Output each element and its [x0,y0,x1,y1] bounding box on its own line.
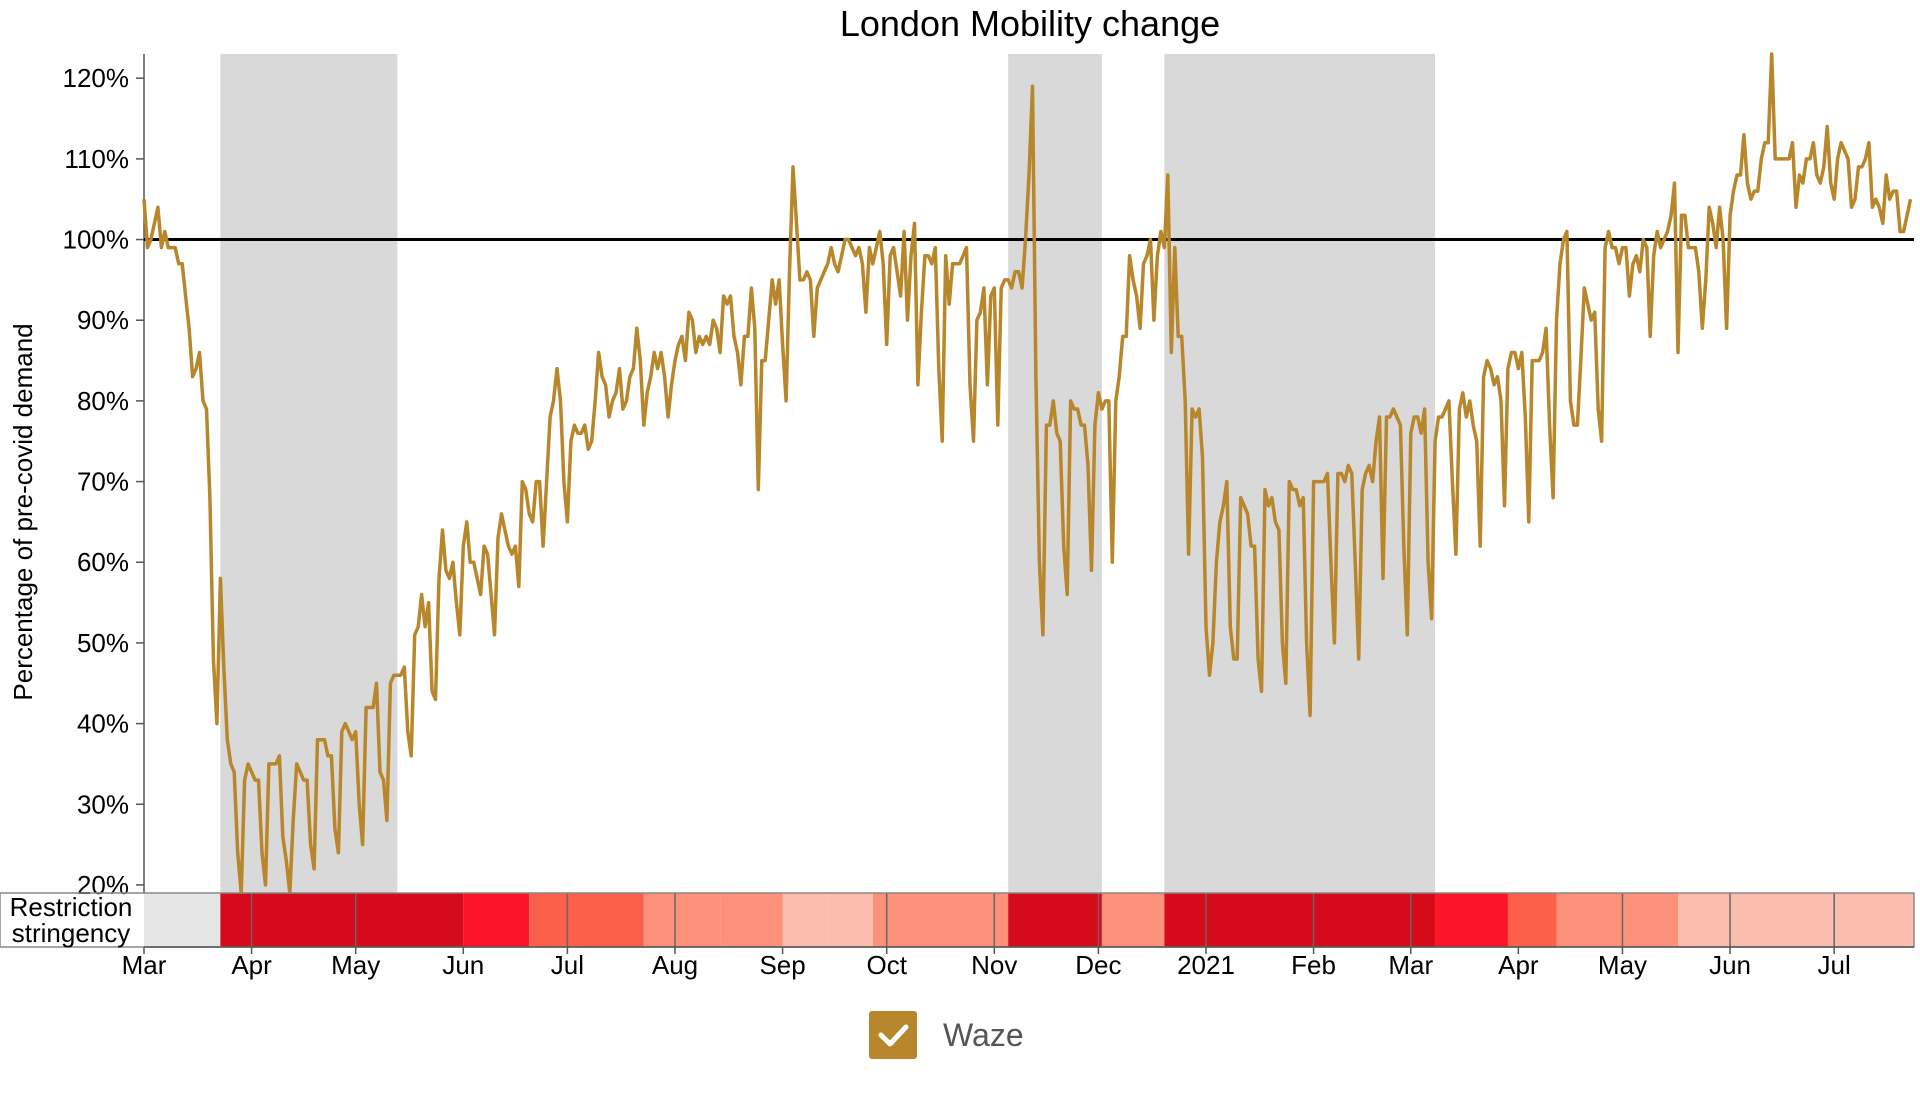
stringency-segment-17 [1799,893,1914,947]
lockdown-shading [220,54,1436,893]
y-tick-label-100: 100% [63,225,130,255]
stringency-segment-6 [720,893,783,947]
y-tick-label-40: 40% [77,709,129,739]
legend-label-waze[interactable]: Waze [943,1017,1024,1053]
x-tick-label-9: Dec [1075,950,1121,980]
restriction-stringency-band [0,892,1915,948]
stringency-segment-16 [1678,893,1800,947]
stringency-segment-2 [220,893,464,947]
x-tick-label-2: May [331,950,380,980]
x-tick-label-0: Mar [122,950,167,980]
stringency-segment-12 [1164,893,1436,947]
x-tick-label-6: Sep [759,950,805,980]
y-tick-label-20: 20% [77,870,129,900]
stringency-segment-5 [643,893,721,947]
y-tick-label-110: 110% [64,144,129,174]
y-tick-label-120: 120% [63,63,130,93]
stringency-segment-7 [782,893,828,947]
x-tick-label-8: Nov [971,950,1017,980]
y-tick-label-90: 90% [77,305,129,335]
stringency-segment-11 [1101,893,1165,947]
x-tick-label-13: Apr [1498,950,1539,980]
x-tick-label-12: Mar [1388,950,1433,980]
y-tick-label-60: 60% [77,547,129,577]
y-axis-label: Percentage of pre-covid demand [8,323,38,700]
x-tick-label-4: Jul [551,950,584,980]
x-tick-label-15: Jun [1709,950,1751,980]
checkmark-icon [878,1024,909,1047]
legend-checkbox[interactable] [869,1011,917,1059]
y-tick-label-70: 70% [77,467,129,497]
stringency-segment-10 [1008,893,1102,947]
stringency-segment-4 [529,893,644,947]
stringency-segment-14 [1507,893,1557,947]
stringency-segment-9 [872,893,1009,947]
chart-title: London Mobility change [840,3,1220,44]
y-axis: 20% 30% 40% 50% 60% 70% 80% 90% 100% 110% 120% [63,54,145,900]
y-tick-label-30: 30% [77,789,129,819]
stringency-label-line2: stringency [12,918,131,948]
stringency-segment-15 [1556,893,1678,947]
x-tick-label-14: May [1598,950,1647,980]
x-tick-label-3: Jun [442,950,484,980]
x-tick-label-11: Feb [1291,950,1336,980]
stringency-segment-1 [144,893,221,947]
stringency-segment-13 [1435,893,1508,947]
x-tick-label-16: Jul [1818,950,1851,980]
lockdown-period-1 [220,54,398,893]
x-tick-label-5: Aug [652,950,698,980]
lockdown-period-2 [1008,54,1102,893]
y-tick-label-50: 50% [77,628,129,658]
y-tick-label-80: 80% [77,386,129,416]
lockdown-period-3 [1164,54,1436,893]
x-tick-label-1: Apr [231,950,272,980]
x-tick-label-7: Oct [866,950,907,980]
stringency-label-line1: Restriction [10,892,133,922]
series-line-waze [142,52,1913,895]
x-axis: Mar Apr May Jun Jul Aug Sep Oct Nov Dec 2021 Feb Mar… [122,946,1914,980]
x-tick-label-10: 2021 [1177,950,1235,980]
stringency-segment-8 [827,893,873,947]
legend[interactable]: Waze [869,1011,1024,1059]
stringency-segment-3 [463,893,530,947]
